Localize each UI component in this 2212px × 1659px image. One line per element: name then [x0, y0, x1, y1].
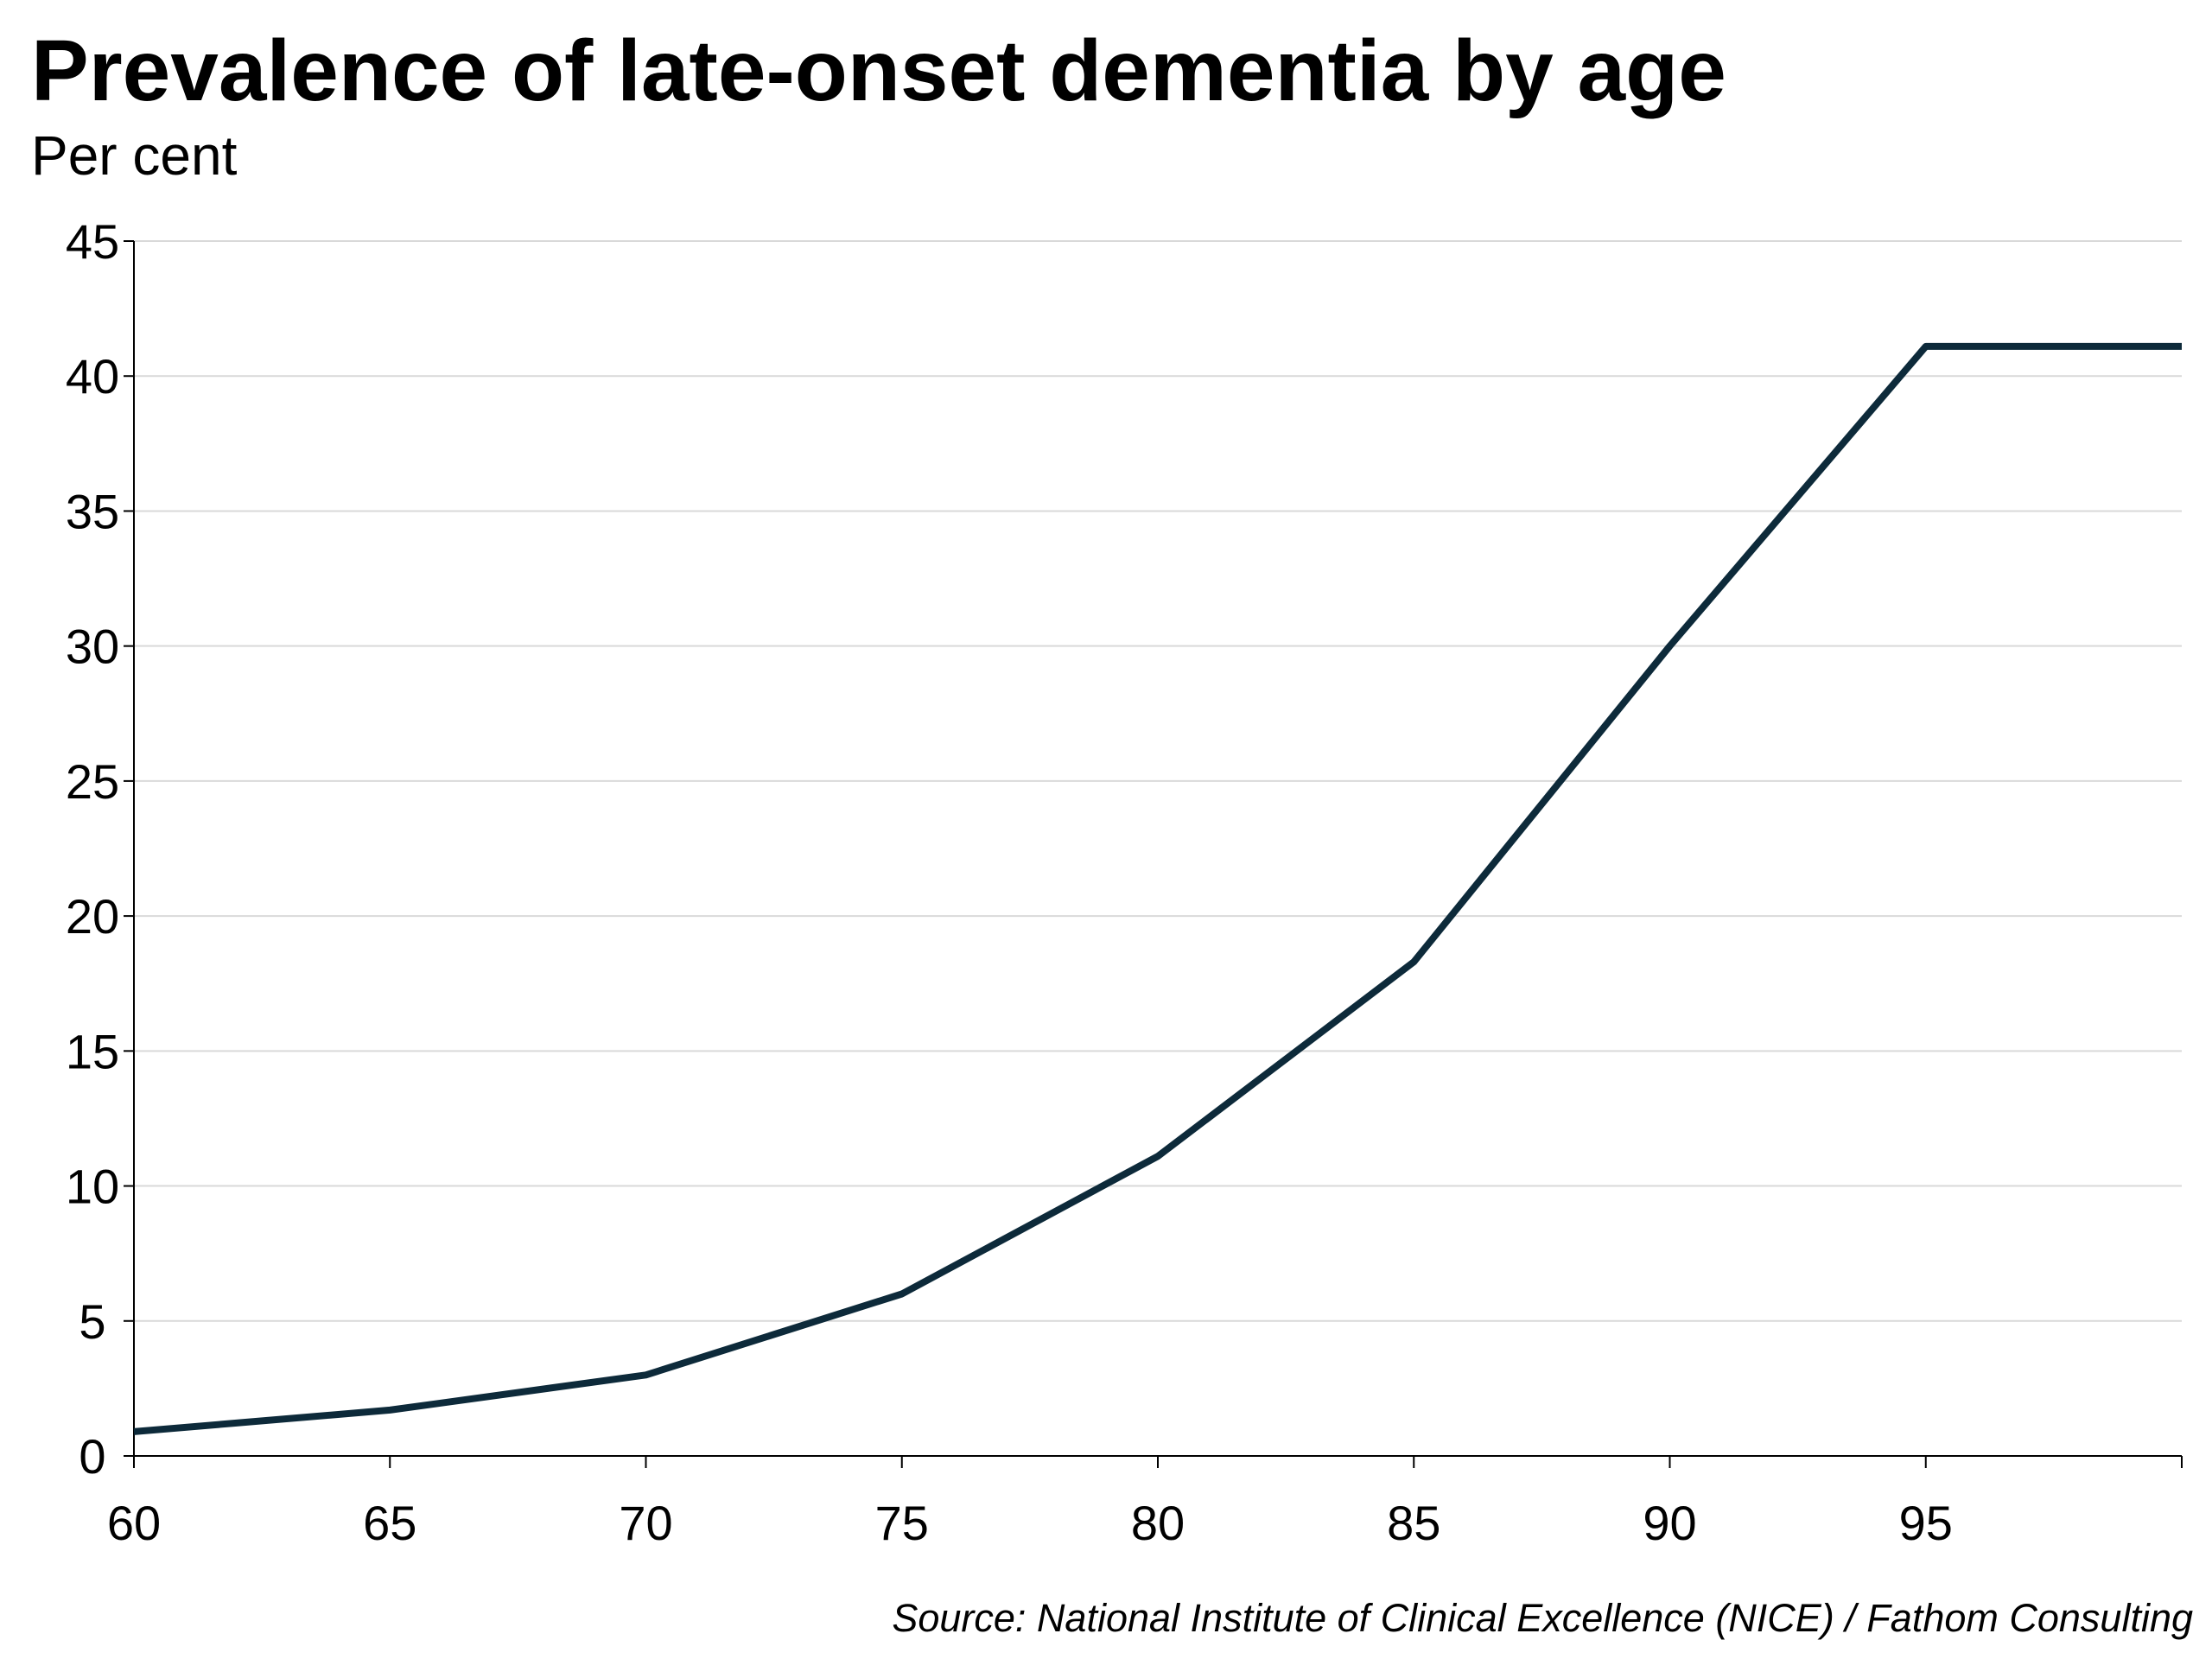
series-line-0 — [133, 342, 2182, 1435]
y-tick-label: 35 — [66, 484, 119, 538]
y-tick-label: 25 — [66, 754, 119, 809]
x-tick-label: 90 — [1643, 1496, 1696, 1550]
x-tick-label: 70 — [619, 1496, 672, 1550]
series-layer — [133, 342, 2183, 1435]
x-tick-label: 85 — [1387, 1496, 1440, 1550]
y-tick-label: 45 — [66, 214, 119, 269]
x-tick-label: 60 — [107, 1496, 161, 1550]
x-tick-label: 75 — [875, 1496, 929, 1550]
x-tick-label: 80 — [1131, 1496, 1185, 1550]
y-tick-label: 0 — [79, 1429, 105, 1484]
gridlines — [134, 240, 2182, 1322]
x-tick-label: 65 — [363, 1496, 416, 1550]
x-tick-label: 95 — [1899, 1496, 1953, 1550]
axes — [124, 240, 2183, 1468]
y-tick-label: 15 — [66, 1024, 119, 1078]
y-tick-label: 20 — [66, 889, 119, 944]
chart-subtitle: Per cent — [31, 124, 238, 187]
y-tick-label: 5 — [79, 1294, 105, 1349]
chart-title: Prevalence of late-onset dementia by age — [31, 22, 1726, 119]
tick-labels: 0 5 10 15 20 25 30 35 40 45 60 65 70 75 80 85 90 95 — [66, 214, 1953, 1550]
y-tick-label: 30 — [66, 620, 119, 674]
y-tick-label: 40 — [66, 349, 119, 404]
source-note: Source: National Institute of Clinical E… — [892, 1596, 2193, 1640]
y-tick-label: 10 — [66, 1160, 119, 1214]
